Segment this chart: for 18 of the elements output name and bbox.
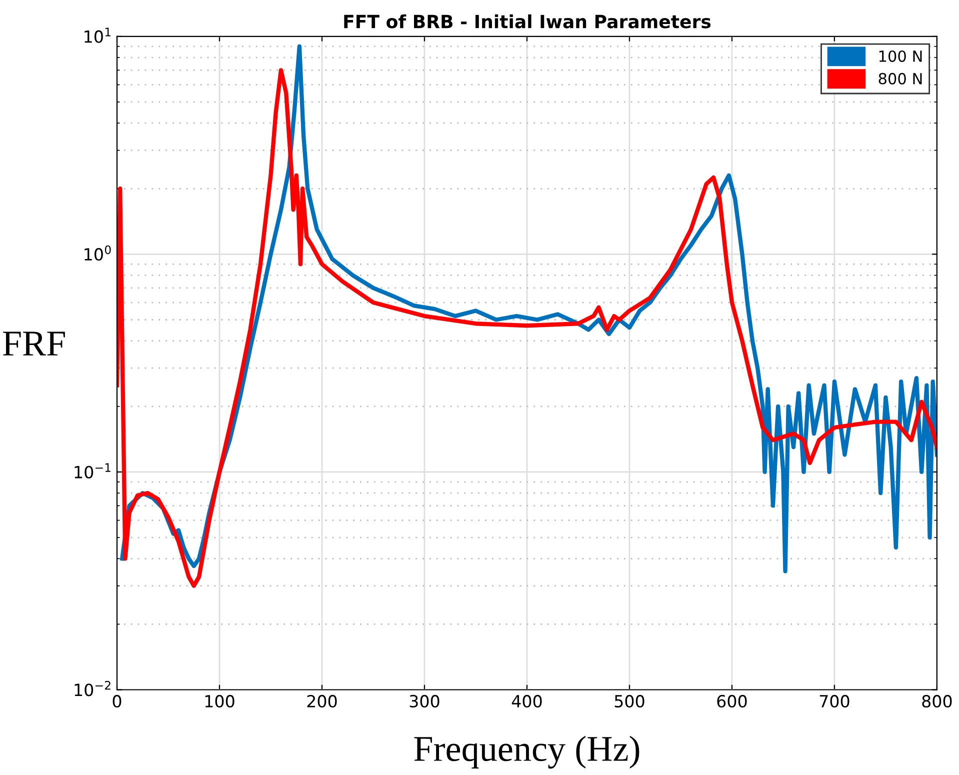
legend-label: 800 N [878,72,922,84]
chart-title: FFT of BRB - Initial Iwan Parameters [344,14,711,28]
x-tick-label: 0 [112,694,122,708]
x-tick-label: 200 [307,694,337,708]
x-tick-label: 700 [820,694,850,708]
x-tick-label: 400 [512,694,542,708]
x-axis-title: Frequency (Hz) [414,736,640,769]
y-tick-label: 10$^{1}$ [84,28,111,43]
y-tick-label: 10$^{0}$ [84,245,111,261]
x-tick-label: 600 [717,694,747,708]
x-tick-label: 500 [614,694,644,708]
y-axis-title: FRF [2,332,65,356]
y-tick-label: 10$^{−2}$ [74,680,110,696]
legend-label: 100 N [879,50,922,62]
x-tick-label: 800 [922,694,952,708]
y-tick-label: 10$^{−1}$ [74,463,110,478]
x-tick-label: 100 [205,694,234,708]
x-tick-label: 300 [410,694,440,708]
